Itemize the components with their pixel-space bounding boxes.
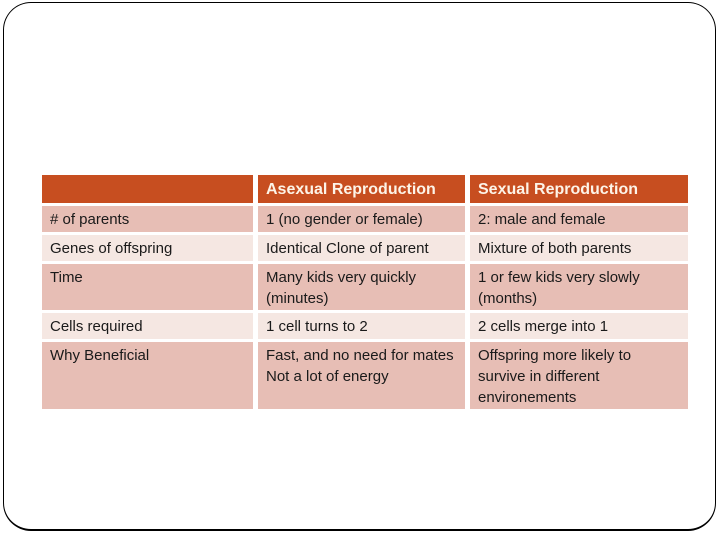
cell-sexual: Offspring more likely to survive in diff…	[470, 342, 688, 409]
column-header-asexual: Asexual Reproduction	[258, 175, 465, 203]
table-header-row: Asexual Reproduction Sexual Reproduction	[42, 175, 688, 203]
cell-sexual: 1 or few kids very slowly (months)	[470, 264, 688, 310]
comparison-table: Asexual Reproduction Sexual Reproduction…	[37, 172, 693, 412]
column-header-sexual: Sexual Reproduction	[470, 175, 688, 203]
row-label: Genes of offspring	[42, 235, 253, 261]
table-row-cells: Cells required 1 cell turns to 2 2 cells…	[42, 313, 688, 339]
cell-sexual: 2 cells merge into 1	[470, 313, 688, 339]
row-label: Why Beneficial	[42, 342, 253, 409]
table-row-beneficial: Why Beneficial Fast, and no need for mat…	[42, 342, 688, 409]
cell-sexual: Mixture of both parents	[470, 235, 688, 261]
cell-asexual: 1 (no gender or female)	[258, 206, 465, 232]
table-row-genes: Genes of offspring Identical Clone of pa…	[42, 235, 688, 261]
cell-asexual: Many kids very quickly (minutes)	[258, 264, 465, 310]
row-label: Cells required	[42, 313, 253, 339]
row-label: Time	[42, 264, 253, 310]
table-row-time: Time Many kids very quickly (minutes) 1 …	[42, 264, 688, 310]
column-header-blank	[42, 175, 253, 203]
row-label: # of parents	[42, 206, 253, 232]
cell-asexual: Fast, and no need for mates Not a lot of…	[258, 342, 465, 409]
cell-asexual: 1 cell turns to 2	[258, 313, 465, 339]
cell-sexual: 2: male and female	[470, 206, 688, 232]
cell-asexual: Identical Clone of parent	[258, 235, 465, 261]
table-row-parents: # of parents 1 (no gender or female) 2: …	[42, 206, 688, 232]
